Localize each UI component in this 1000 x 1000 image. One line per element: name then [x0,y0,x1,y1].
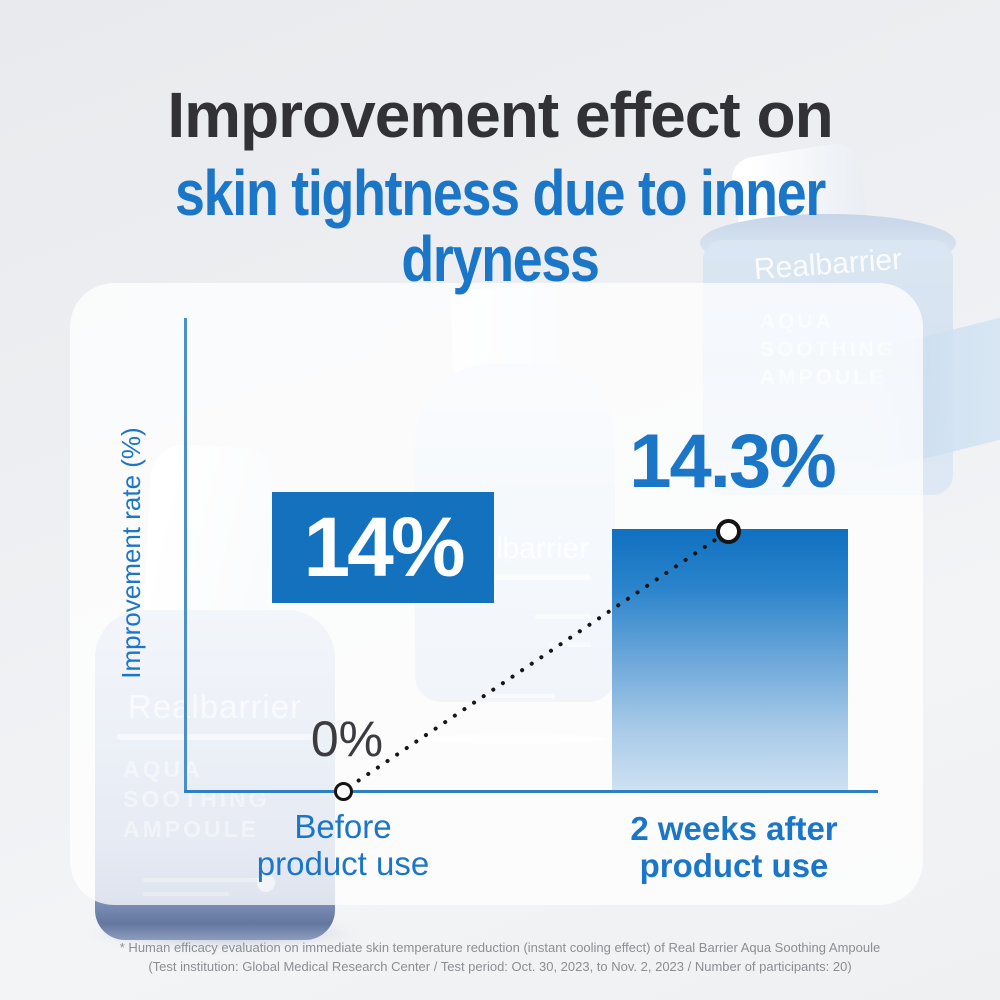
x-label-after-line2: product use [639,847,829,884]
x-label-before: Before product use [203,808,483,882]
after-bar [612,529,848,790]
x-label-before-line2: product use [256,845,430,882]
page-title-line2: skin tightness due to inner dryness [174,157,826,295]
before-value-label: 0% [310,711,384,767]
x-axis-line [184,790,878,793]
x-label-after-line1: 2 weeks after [630,810,838,847]
after-value-label: 14.3% [629,419,837,504]
footnote-line2: (Test institution: Global Medical Resear… [148,959,852,974]
improvement-badge: 14% [272,492,494,603]
data-point-marker-after [716,519,741,544]
x-label-before-line1: Before [294,808,392,845]
footnote: * Human efficacy evaluation on immediate… [0,938,1000,976]
page-title: Improvement effect on skin tightness due… [0,82,1000,292]
page-title-line1: Improvement effect on [167,79,833,151]
footnote-line1: * Human efficacy evaluation on immediate… [119,940,881,955]
x-label-after: 2 weeks after product use [594,810,874,884]
data-point-marker-before [334,782,353,801]
